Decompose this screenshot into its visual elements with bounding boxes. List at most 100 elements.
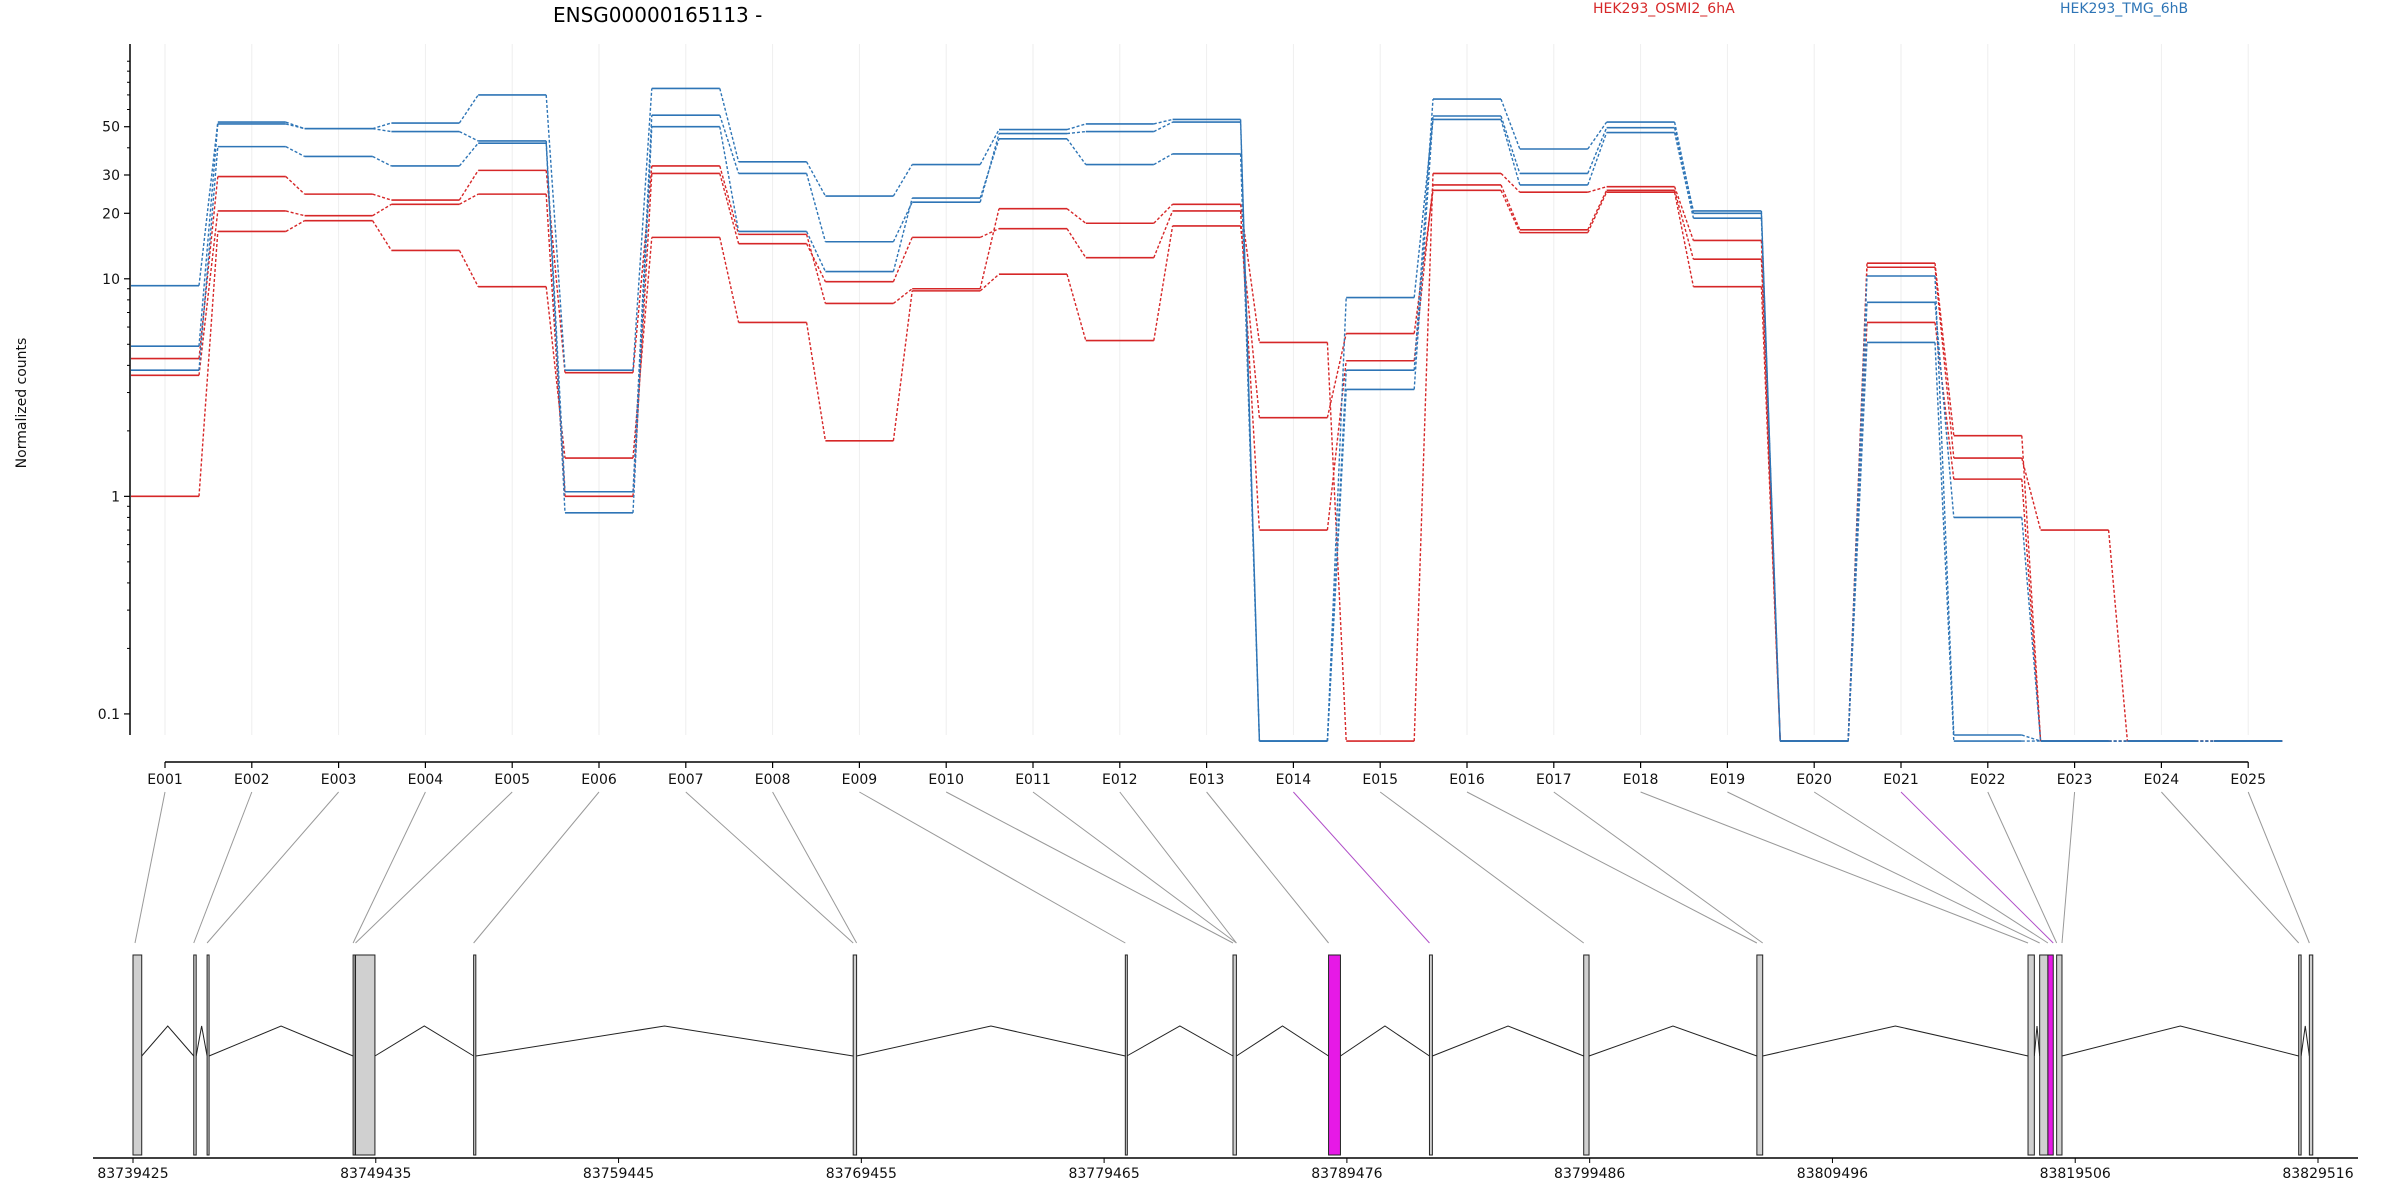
genomic-tick-label: 83829516: [2282, 1166, 2353, 1182]
series-connector: [719, 88, 740, 162]
series-connector: [1673, 186, 1695, 241]
exon-connector: [2247, 791, 2310, 944]
exon-box: [352, 954, 356, 1156]
series-connector: [892, 197, 913, 272]
exon-box: [206, 954, 210, 1156]
series-connector: [1760, 210, 1781, 742]
y-tick-label: 50: [102, 120, 120, 136]
series-connector: [1066, 273, 1087, 341]
y-tick-label: 10: [102, 272, 120, 288]
series-connector: [805, 161, 827, 197]
series-connector: [1934, 263, 1955, 436]
series-connector: [1587, 127, 1608, 174]
intron-line: [374, 1025, 474, 1057]
x-tick-label: E014: [1276, 772, 1312, 788]
x-tick-label: E011: [1015, 772, 1051, 788]
x-tick-label: E021: [1883, 772, 1919, 788]
series-connector: [632, 115, 653, 492]
exon-box: [1232, 954, 1237, 1156]
series-connector: [458, 142, 479, 167]
series-connector: [285, 210, 305, 217]
series-connector: [545, 140, 566, 492]
y-tick-label: 1: [111, 489, 120, 505]
series-connector: [545, 286, 566, 459]
series-connector: [719, 237, 740, 323]
series-connector: [1934, 267, 1955, 459]
series-connector: [1326, 389, 1347, 742]
exon-box: [2027, 954, 2035, 1156]
series-connector: [1153, 121, 1173, 133]
series-connector: [198, 210, 219, 376]
series-connector: [1326, 297, 1347, 742]
x-tick-label: E004: [408, 772, 444, 788]
x-tick-label: E022: [1970, 772, 2006, 788]
series-connector: [285, 176, 306, 195]
series-connector: [198, 231, 219, 497]
series-line-6: [131, 118, 2283, 742]
series-connector: [372, 203, 392, 217]
plot-area: 0.1 1 10 20 30 50 E001 E002 E003 E004 E005 E006 E007…: [98, 44, 2283, 788]
intron-line: [2061, 1025, 2299, 1057]
x-tick-label: E025: [2230, 772, 2266, 788]
exon-box: [473, 954, 477, 1156]
series-connector: [458, 94, 479, 124]
series-connector: [545, 94, 566, 371]
intron-line: [1126, 1025, 1234, 1057]
series-connector: [719, 173, 740, 244]
exon-connector: [1813, 791, 2049, 944]
exon-box: [132, 954, 143, 1156]
series-connector: [979, 273, 1000, 292]
exon-connector: [1727, 791, 2040, 944]
series-connector: [545, 170, 566, 373]
intron-line: [208, 1025, 354, 1057]
series-connector: [459, 193, 479, 205]
gene-model: 83739425 83749435 83759445 83769455 83779465…: [93, 791, 2358, 1182]
x-tick-label: E017: [1536, 772, 1572, 788]
intron-line: [1236, 1025, 1329, 1057]
exon-connector: [355, 791, 513, 944]
exon-box: [2047, 954, 2054, 1156]
exon-box: [1328, 954, 1341, 1156]
x-tick-label: E024: [2144, 772, 2180, 788]
exon-box: [1428, 954, 1433, 1156]
series-connector: [1413, 99, 1434, 371]
genomic-tick-label: 83819506: [2040, 1166, 2111, 1182]
series-connector: [892, 164, 913, 197]
exon-connector: [945, 791, 1234, 944]
exon-box: [2056, 954, 2063, 1156]
series-connector: [1673, 192, 1695, 287]
series-connector: [892, 288, 913, 305]
series-connector: [1673, 190, 1695, 260]
series-connector: [372, 193, 392, 201]
series-connector: [1239, 122, 1261, 742]
series-connector: [459, 130, 479, 142]
series-connector: [719, 126, 740, 232]
series-connector: [285, 220, 305, 233]
series-connector: [1587, 186, 1607, 193]
series-connector: [1500, 190, 1521, 233]
chart-title: ENSG00000165113 -: [553, 3, 762, 27]
x-tick-label: E010: [928, 772, 964, 788]
y-tick-label: 20: [102, 206, 120, 222]
exon-connector: [134, 791, 166, 944]
series-connector: [1587, 132, 1608, 186]
series-connector: [1673, 132, 1695, 219]
series-connector: [805, 173, 827, 242]
genomic-tick-label: 83739425: [97, 1166, 168, 1182]
x-tick-label: E012: [1102, 772, 1138, 788]
series-connector: [892, 290, 913, 441]
legend-entry-tmg: HEK293_TMG_6hB: [2060, 1, 2188, 17]
series-connector: [979, 138, 1000, 199]
series-connector: [458, 250, 479, 287]
exon-connector: [1987, 791, 2058, 944]
series-connector: [805, 234, 827, 304]
series-connector: [892, 237, 913, 282]
series-connector: [1847, 302, 1868, 742]
x-tick-label: E001: [147, 772, 183, 788]
exon-connector: [352, 791, 426, 944]
series-connector: [2021, 435, 2042, 742]
series-connector: [458, 170, 479, 201]
genomic-tick-label: 83749435: [340, 1166, 411, 1182]
exon-box: [2308, 954, 2314, 1156]
